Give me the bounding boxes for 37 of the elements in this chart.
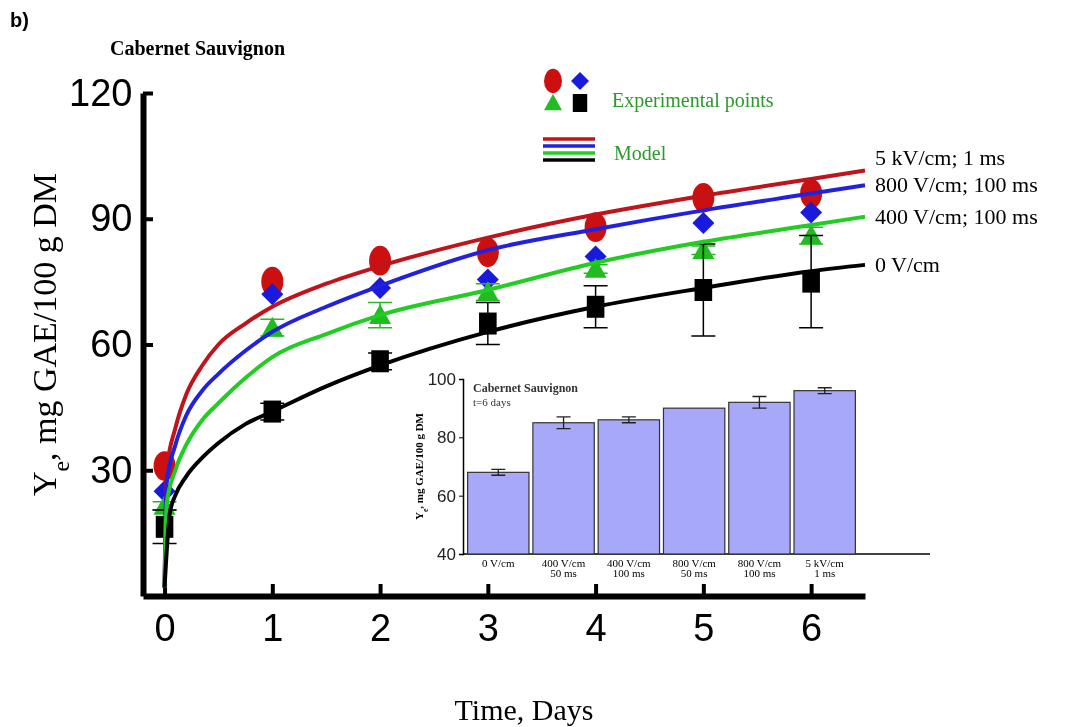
x-tick-label: 3 [477, 606, 499, 649]
x-tick-label: 1 [262, 606, 284, 649]
x-tick-label: 800 V/cm 100 ms [737, 557, 782, 580]
series-label: 400 V/cm; 100 ms [875, 203, 1038, 229]
y-tick-label: 90 [90, 197, 133, 240]
series-label: 5 kV/cm; 1 ms [875, 145, 1006, 171]
point [800, 201, 823, 224]
chart-title: Cabernet Sauvignon [473, 381, 579, 395]
text: t=6 days [473, 396, 511, 408]
annotation: Experimental points [612, 89, 774, 112]
x-axis-title: Time, Days [454, 693, 594, 726]
point [802, 270, 820, 293]
y-tick-label: 60 [437, 486, 456, 506]
chart-title: Cabernet Sauvignon [110, 37, 286, 60]
y-tick-label: 30 [90, 448, 133, 491]
y-tick-label: 60 [90, 323, 133, 366]
x-tick-label: 400 V/cm 100 ms [607, 557, 652, 580]
series-label: 800 V/cm; 100 ms [875, 172, 1038, 198]
series-label: 0 V/cm [875, 251, 940, 277]
y-tick-label: 120 [68, 71, 133, 114]
x-tick-label: 6 [801, 606, 823, 649]
y-tick-label: 80 [437, 428, 456, 448]
x-tick-label: 4 [585, 606, 607, 649]
y-tick-label: 40 [437, 544, 456, 564]
point [584, 258, 607, 278]
point [692, 211, 715, 234]
x-tick-label: 5 [693, 606, 715, 649]
annotation: Model [614, 142, 667, 164]
x-tick-label: 5 kV/cm 1 ms [805, 557, 845, 580]
x-tick-label: 2 [370, 606, 392, 649]
x-tick-label: 0 [154, 606, 176, 649]
point [261, 283, 284, 306]
x-tick-label: 800 V/cm 50 ms [672, 557, 717, 580]
text: b) [10, 9, 29, 31]
x-tick-label: 0 V/cm [482, 557, 515, 569]
y-tick-label: 100 [427, 369, 456, 389]
x-tick-label: 400 V/cm 50 ms [541, 557, 586, 580]
